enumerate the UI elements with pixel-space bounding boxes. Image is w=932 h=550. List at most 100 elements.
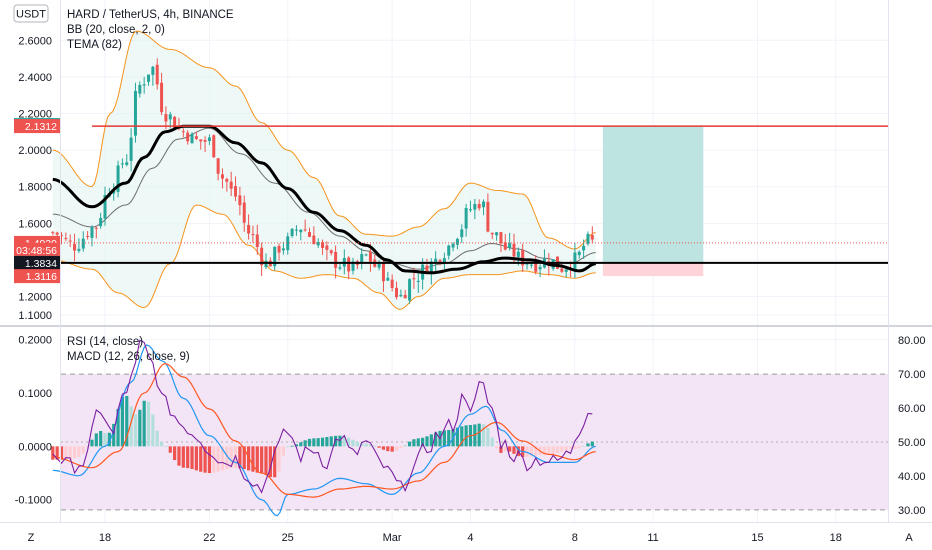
macd-histogram-bar: [294, 444, 299, 447]
macd-tick-label: 0.0000: [18, 441, 52, 453]
price-axis[interactable]: 1.10001.20001.40001.60001.80002.00002.20…: [18, 35, 52, 322]
macd-histogram-bar: [320, 437, 325, 447]
macd-histogram-bar: [225, 446, 229, 470]
macd-histogram-bar: [103, 433, 107, 447]
candle-body: [242, 202, 246, 223]
candle-body: [364, 254, 368, 256]
macd-histogram-bar: [442, 430, 446, 447]
candle-body: [516, 251, 520, 257]
macd-histogram-bar: [159, 441, 164, 447]
auto-scale-button[interactable]: A: [901, 529, 917, 545]
long-position-tool[interactable]: [602, 126, 704, 277]
candle-body: [51, 232, 55, 234]
macd-histogram-bar: [199, 446, 203, 472]
candle-body: [586, 233, 590, 244]
candle-body: [125, 162, 129, 165]
candle-body: [512, 243, 516, 257]
macd-histogram-bar: [168, 446, 172, 453]
candle-body: [173, 116, 177, 129]
candle-body: [490, 232, 494, 235]
candle-body: [251, 234, 255, 236]
rsi-axis[interactable]: 30.00 40.00 50.00 60.00 70.00 80.00: [898, 335, 926, 517]
macd-histogram-bar: [503, 446, 507, 452]
macd-histogram-bar: [81, 446, 85, 454]
macd-histogram-bar: [255, 446, 259, 473]
horizontal-lines[interactable]: [61, 125, 888, 264]
macd-histogram-bar: [355, 441, 359, 447]
macd-histogram-bar: [94, 433, 98, 447]
price-tag-background: [14, 119, 60, 134]
price-tag-label: 03:48:56: [16, 245, 57, 257]
candle-body: [207, 137, 211, 141]
currency-button-label: USDT: [16, 9, 46, 21]
time-tick-label: 22: [203, 532, 215, 544]
candle-body: [525, 263, 529, 265]
candle-body: [99, 218, 103, 227]
tema-line-path: [52, 124, 596, 275]
candle-body: [477, 203, 481, 209]
currency-button[interactable]: USDT: [13, 4, 49, 23]
macd-histogram-bar: [403, 444, 407, 447]
candle-body: [273, 246, 277, 267]
candle-body: [68, 240, 72, 242]
candle-body: [199, 139, 203, 142]
candle-body: [312, 235, 316, 245]
macd-histogram-bar: [142, 400, 146, 447]
candle-body: [564, 269, 568, 272]
candle-body: [573, 252, 577, 271]
macd-histogram-bar: [207, 446, 212, 474]
time-axis[interactable]: 18 22 25 Mar 4 8 11 15 18: [99, 532, 842, 544]
candle-body: [194, 136, 198, 139]
candle-body: [247, 225, 251, 234]
candle-body: [112, 190, 116, 194]
macd-histogram-bar: [434, 432, 438, 447]
candle-body: [451, 243, 455, 248]
candle-body: [286, 236, 290, 251]
candle-body: [264, 260, 268, 268]
candle-body: [460, 229, 464, 238]
candle-body: [447, 245, 451, 256]
candle-body: [521, 250, 525, 266]
macd-tick-label: -0.1000: [15, 495, 52, 507]
candle-body: [486, 201, 490, 232]
candle-body: [142, 84, 146, 86]
candle-body: [116, 165, 120, 192]
macd-histogram-bar: [416, 438, 420, 447]
macd-histogram-bar: [334, 435, 338, 447]
candle-body: [90, 226, 94, 238]
candle-body: [234, 186, 238, 197]
candle-body: [381, 263, 385, 282]
macd-histogram-bar: [342, 436, 346, 447]
macd-histogram-bar: [460, 426, 464, 447]
macd-histogram-bar: [86, 446, 90, 448]
lower-legend: RSI (14, close) MACD (12, 26, close, 9): [67, 336, 190, 363]
price-tick-label: 1.1000: [18, 310, 52, 322]
candle-body: [190, 133, 194, 144]
macd-histogram-bar: [590, 441, 594, 447]
candle-body: [155, 64, 159, 85]
zoom-button[interactable]: Z: [23, 529, 39, 545]
macd-histogram-bar: [264, 446, 268, 475]
candle-body: [151, 66, 155, 75]
rsi-tick-label: 60.00: [898, 403, 926, 415]
macd-histogram-bar: [447, 429, 451, 447]
macd-histogram-bar: [564, 446, 568, 451]
candle-body: [390, 279, 394, 289]
candle-body: [229, 181, 233, 189]
macd-histogram-bar: [290, 445, 294, 447]
bb-fill: [52, 31, 596, 310]
candle-body: [403, 294, 407, 299]
candle-body: [133, 91, 137, 136]
candle-body: [186, 132, 190, 142]
candle-body: [281, 248, 285, 251]
macd-histogram-bar: [194, 446, 198, 471]
macd-histogram-bar: [542, 446, 547, 455]
candle-body: [429, 261, 433, 275]
macd-axis[interactable]: -0.1000 0.0000 0.1000 0.2000: [15, 335, 52, 507]
macd-histogram-bar: [229, 446, 233, 469]
price-tick-label: 2.6000: [18, 35, 52, 47]
macd-histogram-bar: [125, 395, 129, 447]
candle-body: [294, 229, 298, 231]
macd-histogram-bar: [368, 444, 373, 447]
